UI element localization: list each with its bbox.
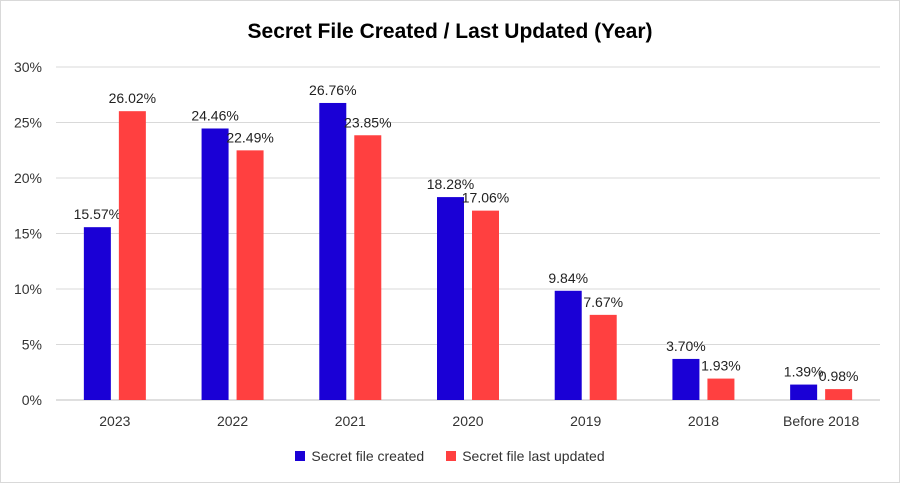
x-tick-label: 2023 <box>99 413 130 429</box>
legend-label-created: Secret file created <box>311 448 425 464</box>
data-label: 0.98% <box>819 368 859 384</box>
x-tick-label: 2020 <box>452 413 483 429</box>
x-tick-label: 2019 <box>570 413 601 429</box>
bar-created <box>554 290 582 400</box>
bar-created <box>83 227 111 400</box>
x-tick-label: Before 2018 <box>783 413 859 429</box>
bar-updated <box>825 389 853 400</box>
data-label: 26.02% <box>109 90 156 106</box>
bar-created <box>437 197 464 400</box>
y-tick-label: 10% <box>14 281 42 297</box>
legend-item-created: Secret file created <box>295 448 424 464</box>
x-tick-label: 2022 <box>217 413 248 429</box>
y-tick-label: 15% <box>14 226 42 242</box>
legend-swatch-created <box>295 451 306 461</box>
y-tick-label: 25% <box>14 115 42 131</box>
bar-updated <box>472 210 499 400</box>
y-tick-label: 20% <box>14 170 42 186</box>
y-tick-label: 0% <box>22 392 42 408</box>
data-label: 23.85% <box>344 114 391 130</box>
bar-created <box>790 384 818 400</box>
data-label: 17.06% <box>462 190 509 206</box>
legend-item-updated: Secret file last updated <box>446 448 605 464</box>
x-tick-label: 2018 <box>688 413 719 429</box>
legend-label-updated: Secret file last updated <box>462 448 605 464</box>
data-label: 1.39% <box>784 364 824 380</box>
data-label: 15.57% <box>74 206 121 222</box>
data-label: 22.49% <box>226 129 273 145</box>
chart-legend: Secret file created Secret file last upd… <box>0 448 900 464</box>
legend-swatch-updated <box>446 451 457 461</box>
data-label: 7.67% <box>583 294 623 310</box>
x-tick-label: 2021 <box>335 413 366 429</box>
data-label: 26.76% <box>309 82 356 98</box>
y-tick-label: 30% <box>14 59 42 75</box>
data-label: 3.70% <box>666 338 706 354</box>
bar-updated <box>354 135 382 400</box>
bar-updated <box>589 314 617 400</box>
chart-title: Secret File Created / Last Updated (Year… <box>247 20 653 43</box>
bar-created <box>201 128 229 400</box>
data-label: 18.28% <box>427 176 474 192</box>
bar-updated <box>118 111 146 400</box>
bar-created <box>672 358 700 400</box>
data-label: 1.93% <box>701 358 741 374</box>
y-tick-label: 5% <box>22 337 42 353</box>
bar-updated <box>707 378 735 400</box>
data-label: 9.84% <box>548 270 588 286</box>
bar-updated <box>236 150 264 400</box>
bar-created <box>319 102 347 401</box>
data-label: 24.46% <box>191 107 238 123</box>
